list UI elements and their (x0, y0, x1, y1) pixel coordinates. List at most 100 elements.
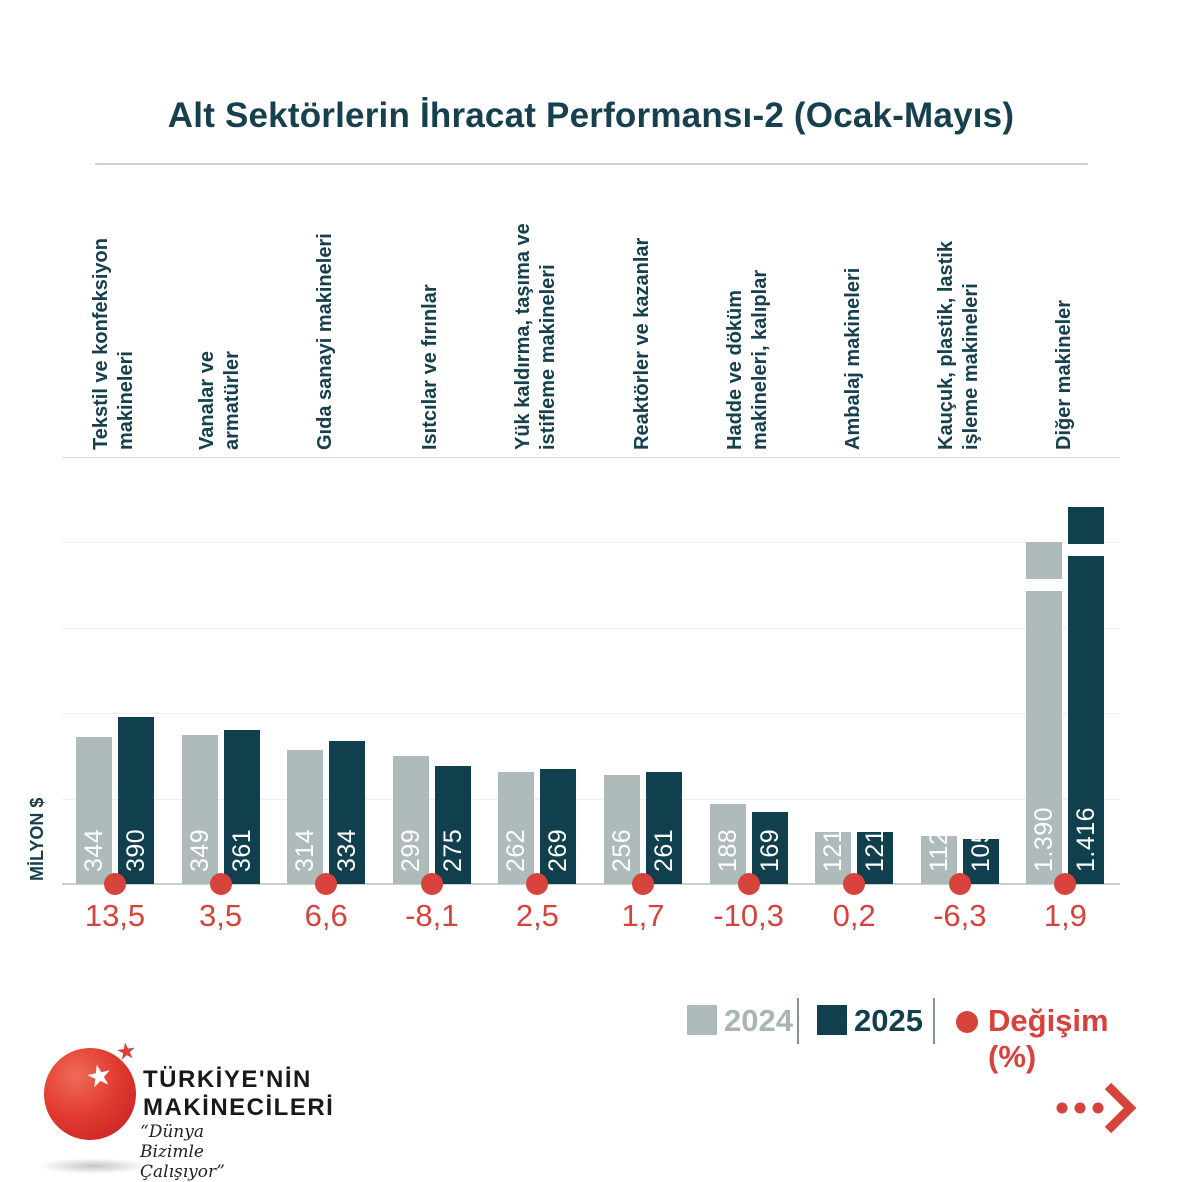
gridline (62, 798, 1120, 800)
change-dot-icon (209, 873, 232, 895)
legend-label-change: Değişim (%) (988, 1003, 1109, 1074)
legend-swatch-2025 (817, 1005, 847, 1035)
category-label: Isıtcılar ve fırınlar (418, 284, 443, 450)
bar-2024-cap (1026, 542, 1063, 579)
change-percent-label: 1,9 (1043, 898, 1087, 933)
category-label-line: Yük kaldırma, taşıma ve (512, 223, 535, 450)
category-label-line: Kauçuk, plastik, lastik (934, 241, 957, 450)
bar-value-label: 334 (333, 828, 362, 872)
category-label-line: armatürler (220, 351, 243, 450)
bar-value-label: 256 (608, 828, 636, 872)
change-dot-icon (526, 873, 549, 895)
change-percent-label: 3,5 (199, 898, 243, 933)
gridline (62, 627, 1120, 629)
change-dot-icon (104, 873, 126, 895)
category-label-line: Vanalar ve (195, 351, 218, 450)
change-percent-label: 1,7 (621, 898, 665, 933)
change-dot-icon (948, 873, 971, 895)
bar-2024 (709, 804, 746, 884)
category-label-line: Hadde ve döküm (723, 289, 746, 450)
category-label-line: Tekstil ve konfeksiyon (90, 238, 112, 450)
title-divider (95, 163, 1088, 165)
change-percent-label: -10,3 (713, 898, 784, 933)
bar-2024 (287, 750, 324, 884)
change-percent-label: 0,2 (832, 898, 876, 933)
bar-value-label: 262 (502, 828, 531, 872)
legend-label-2024: 2024 (724, 1003, 793, 1038)
bar-value-label: 261 (650, 828, 678, 872)
logo-sphere-icon (44, 1048, 136, 1140)
bar-value-label: 121 (861, 828, 890, 872)
category-label-line: makineleri (115, 351, 137, 450)
bar-2024 (181, 735, 218, 884)
change-percent-label: -6,3 (933, 898, 987, 933)
change-dot-icon (843, 873, 866, 895)
category-label-line: Ambalaj makineleri (841, 267, 864, 450)
gridline (62, 456, 1120, 458)
category-label: Reaktörler ve kazanlar (630, 238, 655, 450)
change-percent-label: 13,5 (84, 898, 146, 933)
bar-value-label: 1.390 (1030, 806, 1059, 872)
bar-value-label: 112 (924, 830, 953, 872)
bar-value-label: 121 (819, 828, 848, 872)
category-label-line: Diğer makineler (1052, 299, 1075, 450)
brand-name-line1: TÜRKİYE'NİN (143, 1066, 312, 1093)
legend-swatch-2024 (687, 1005, 717, 1035)
red-star-icon: ★ (114, 1036, 139, 1066)
change-percent-label: 2,5 (515, 898, 559, 933)
bar-2024-main (1026, 591, 1063, 884)
gridline (62, 542, 1120, 543)
bar-value-label: 361 (227, 828, 256, 872)
more-arrow-icon[interactable] (1050, 1080, 1140, 1136)
category-label-line: Isıtcılar ve fırınlar (419, 284, 442, 450)
category-label: Diğer makineler (1052, 300, 1077, 450)
brand-tagline: “Dünya Bizimle Çalışıyor” (140, 1122, 225, 1182)
bar-value-label: 1.416 (1072, 806, 1101, 872)
category-label: Hadde ve döküm makineleri, kalıplar (723, 270, 773, 450)
gridline (62, 713, 1120, 714)
change-dot-icon (420, 873, 443, 895)
change-percent-label: -8,1 (405, 898, 459, 933)
change-dot-icon (1054, 873, 1077, 895)
legend-change-dot-icon (956, 1011, 978, 1033)
category-label: Kauçuk, plastik, lastik işleme makineleri (934, 241, 984, 450)
category-label: Vanalar ve armatürler (195, 351, 245, 450)
bar-2025 (646, 772, 682, 884)
page-title: Alt Sektörlerin İhracat Performansı-2 (O… (167, 96, 1015, 135)
bar-2024 (498, 772, 535, 884)
bar-2025 (118, 717, 154, 884)
bar-value-label: 390 (122, 828, 150, 872)
y-axis-label: MİLYON $ (27, 797, 47, 881)
legend-divider-2 (933, 998, 935, 1044)
brand-name-line2: MAKİNECİLERİ (143, 1094, 335, 1121)
bar-value-label: 275 (438, 828, 467, 872)
legend-divider-1 (797, 998, 799, 1044)
change-dot-icon (632, 873, 654, 895)
category-label: Yük kaldırma, taşıma ve istifleme makinel… (511, 223, 561, 450)
category-label: Tekstil ve konfeksiyon makineleri (89, 238, 139, 450)
category-label-line: işleme makineleri (959, 283, 982, 450)
change-percent-label: 6,6 (304, 898, 348, 933)
bar-2025-main (1068, 556, 1105, 884)
bar-value-label: 349 (185, 828, 214, 872)
bar-value-label: 314 (291, 828, 320, 872)
bar-2025 (329, 741, 366, 884)
bar-2025 (434, 766, 471, 884)
bar-value-label: 269 (544, 828, 573, 872)
category-label-line: Gıda sanayi makineleri (313, 233, 336, 450)
bar-value-label: 299 (396, 828, 425, 872)
legend-label-2025: 2025 (854, 1003, 923, 1038)
category-label: Ambalaj makineleri (841, 268, 866, 450)
change-dot-icon (315, 873, 338, 895)
bar-2025 (540, 769, 577, 884)
bar-value-label: 105 (966, 828, 995, 872)
category-label: Gıda sanayi makineleri (313, 233, 338, 450)
x-axis-line (62, 883, 1120, 885)
bar-value-label: 188 (713, 828, 742, 872)
change-dot-icon (737, 873, 760, 895)
bar-value-label: 344 (80, 828, 108, 872)
bar-value-label: 169 (755, 828, 784, 872)
bar-2025-cap (1068, 507, 1105, 544)
category-label-line: makineleri, kalıplar (748, 269, 771, 450)
